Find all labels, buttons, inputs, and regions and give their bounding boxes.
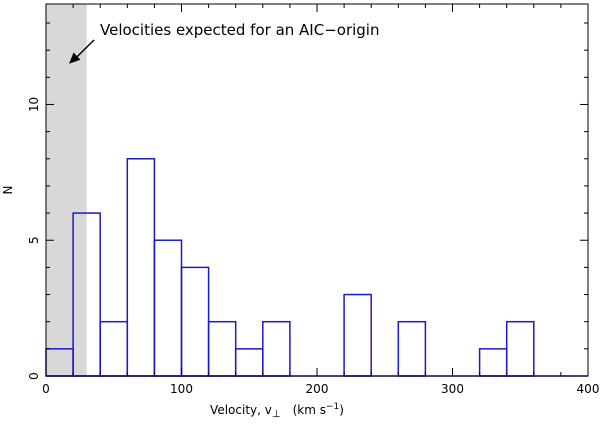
annotation-text: Velocities expected for an AIC−origin <box>100 21 379 39</box>
x-tick-label: 0 <box>42 382 50 396</box>
y-axis-label: N <box>1 186 15 195</box>
histogram-bar-8 <box>262 320 291 377</box>
y-tick-label: 0 <box>27 372 41 380</box>
axis-tick-labels: 0 100 200 300 400 0 5 10 <box>27 97 599 396</box>
histogram-bar-5 <box>180 266 210 377</box>
histogram-bar-3 <box>126 158 156 377</box>
x-tick-label: 100 <box>170 382 193 396</box>
shaded-band <box>46 4 87 376</box>
histogram-bar-7 <box>234 348 264 377</box>
histogram-bar-11 <box>343 293 372 377</box>
y-tick-label: 10 <box>27 97 41 112</box>
x-tick-label: 300 <box>441 382 464 396</box>
histogram-bar-16 <box>478 348 508 377</box>
axis-ticks <box>45 4 589 377</box>
x-axis-label: Velocity, v⊥ (km s−1) <box>210 402 344 420</box>
histogram-bar-4 <box>153 239 183 377</box>
shaded-region-layer <box>46 4 87 376</box>
x-tick-label: 400 <box>577 382 600 396</box>
histogram-bar-17 <box>505 320 535 377</box>
y-tick-label: 5 <box>27 236 41 244</box>
annotation: Velocities expected for an AIC−origin <box>69 21 379 64</box>
histogram-bar-13 <box>397 320 427 377</box>
histogram-bar-2 <box>99 320 129 377</box>
x-tick-label: 200 <box>306 382 329 396</box>
histogram-bar-6 <box>207 320 237 377</box>
annotation-arrowhead <box>69 52 81 64</box>
histogram-bars <box>45 158 588 377</box>
